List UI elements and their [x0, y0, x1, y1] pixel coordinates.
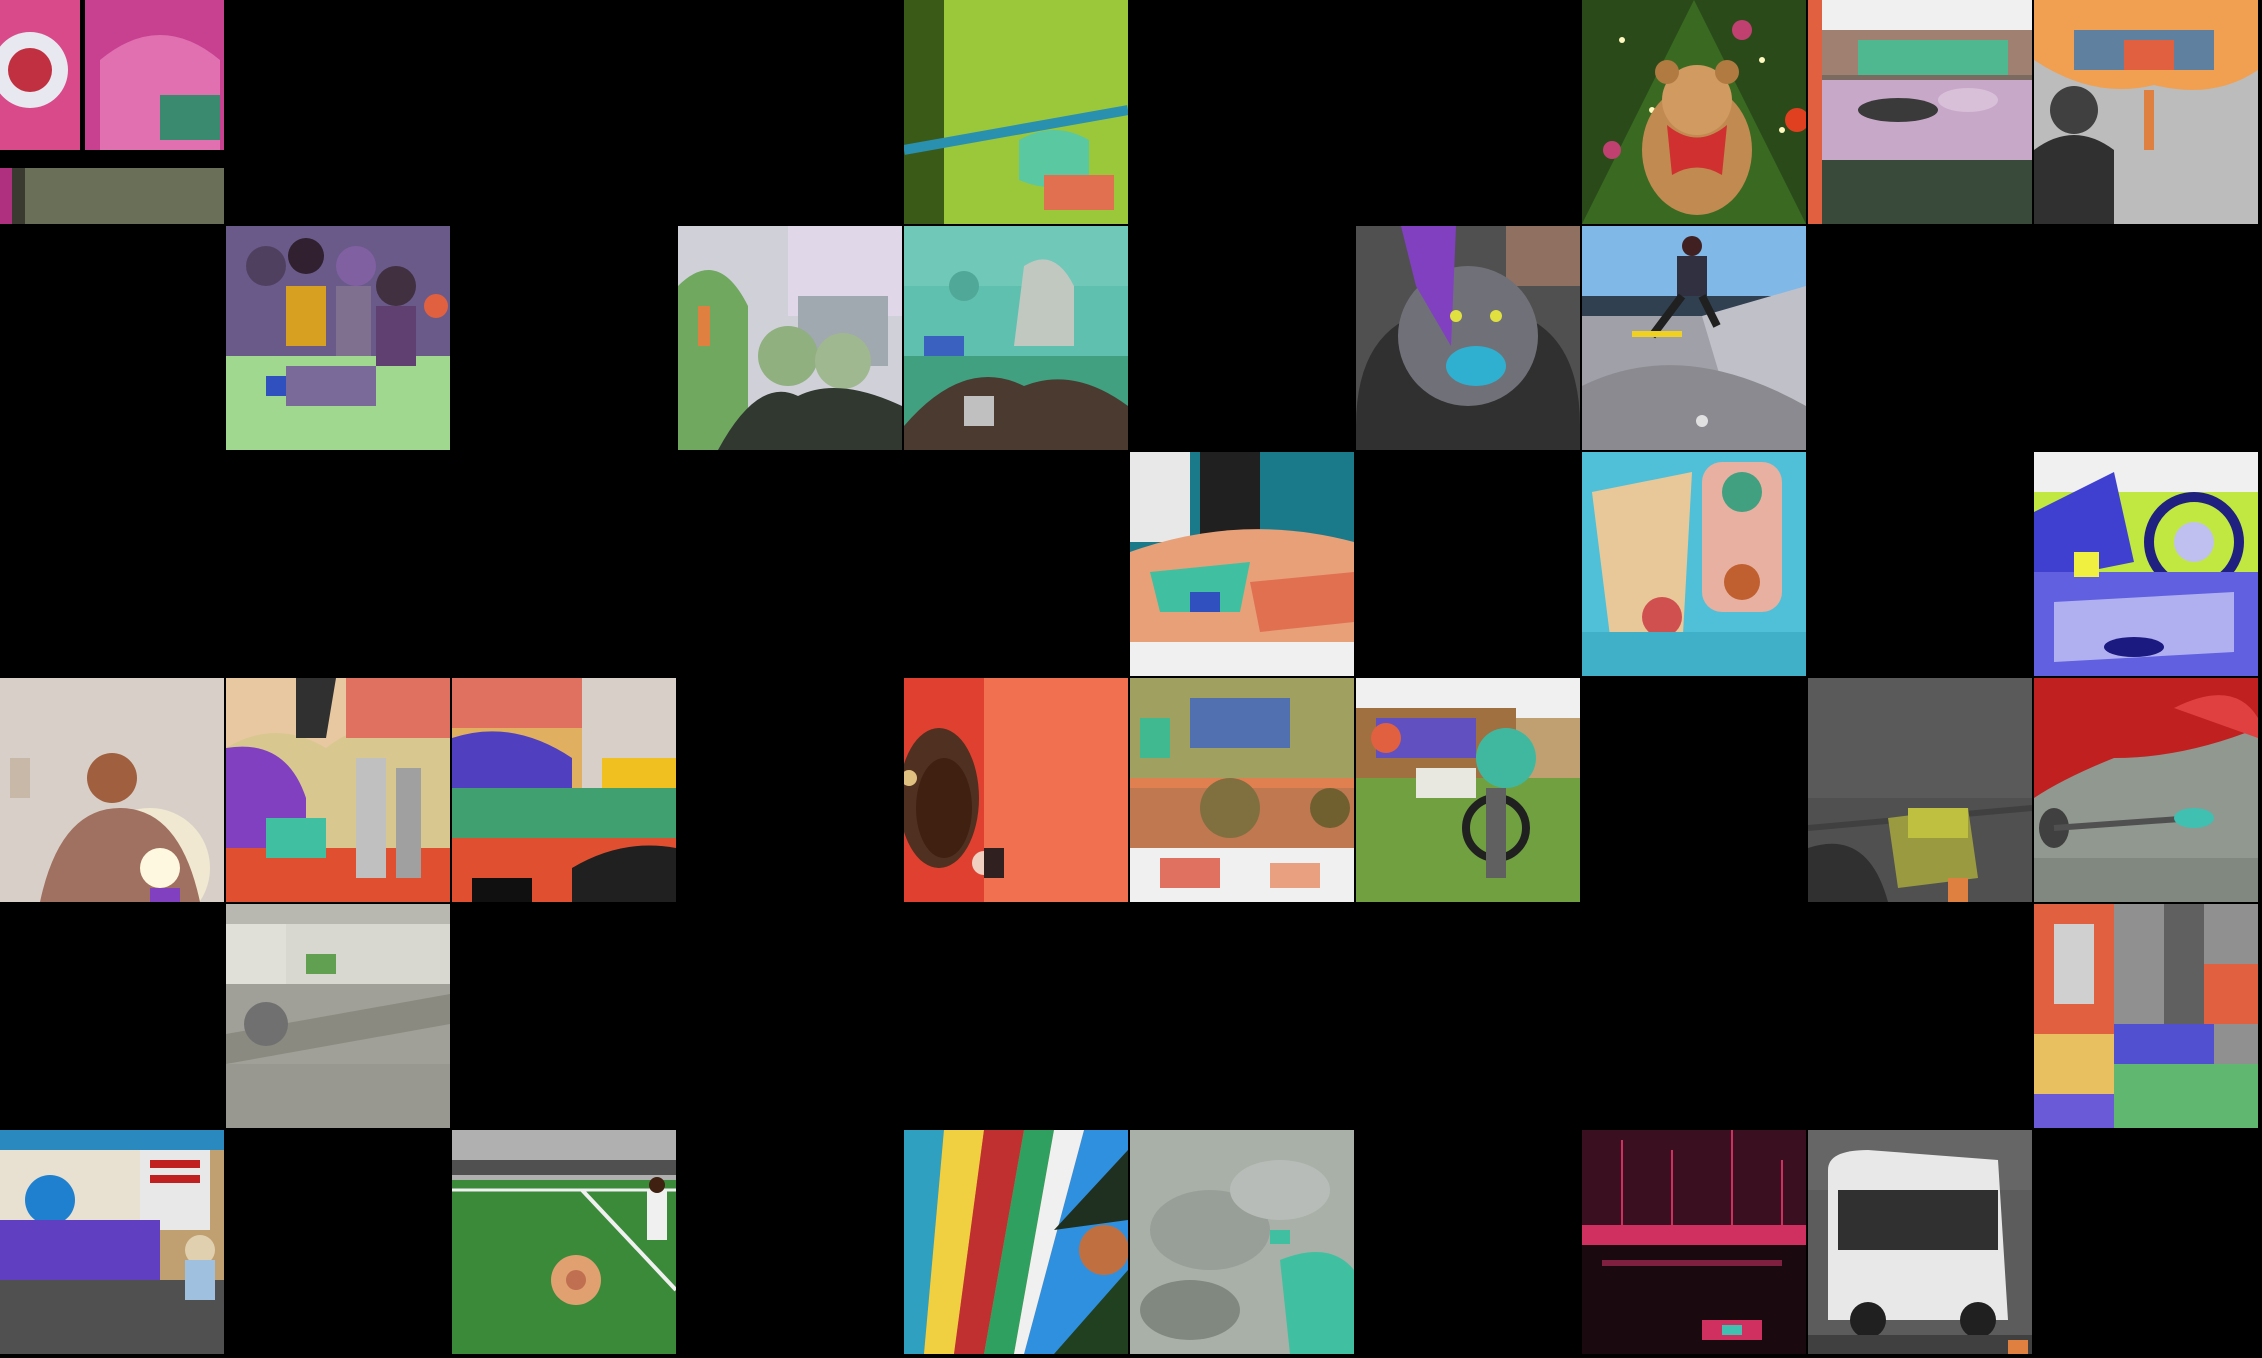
- tile-r2c7: [1582, 452, 1806, 676]
- tile-empty: [904, 904, 1128, 1128]
- tile-empty: [678, 678, 902, 902]
- tile-r3c4: [904, 678, 1128, 902]
- tile-r1c4: [904, 226, 1128, 450]
- tile-r2c9: [2034, 452, 2258, 676]
- tile-empty: [452, 0, 676, 224]
- tile-r1c3: [678, 226, 902, 450]
- tile-empty: [904, 452, 1128, 676]
- tile-r1c7: [1582, 226, 1806, 450]
- tile-empty: [2034, 226, 2258, 450]
- tile-r5c2: [452, 1130, 676, 1354]
- tile-empty: [678, 0, 902, 224]
- tile-empty: [226, 0, 450, 224]
- tile-empty: [1808, 904, 2032, 1128]
- tile-empty: [1808, 226, 2032, 450]
- tile-r1c1: [226, 226, 450, 450]
- tile-r0c9: [2034, 0, 2258, 224]
- tile-empty: [1356, 904, 1580, 1128]
- tile-empty: [678, 452, 902, 676]
- tile-empty: [452, 226, 676, 450]
- tile-empty: [452, 452, 676, 676]
- tile-r3c6: [1356, 678, 1580, 902]
- tile-empty: [0, 226, 224, 450]
- tile-empty: [226, 452, 450, 676]
- tile-r5c0: [0, 1130, 224, 1354]
- tile-r4c9: [2034, 904, 2258, 1128]
- tile-empty: [678, 1130, 902, 1354]
- tile-empty: [1130, 904, 1354, 1128]
- tile-r3c5: [1130, 678, 1354, 902]
- tile-empty: [1582, 678, 1806, 902]
- tile-r0c4: [904, 0, 1128, 224]
- tile-empty: [1356, 452, 1580, 676]
- tile-r1c6: [1356, 226, 1580, 450]
- tile-r0c8: [1808, 0, 2032, 224]
- tile-r4c1: [226, 904, 450, 1128]
- tile-empty: [1130, 226, 1354, 450]
- tile-r3c2: [452, 678, 676, 902]
- tile-empty: [452, 904, 676, 1128]
- tile-empty: [0, 904, 224, 1128]
- tile-r3c1: [226, 678, 450, 902]
- tile-r5c7: [1582, 1130, 1806, 1354]
- tile-r3c8: [1808, 678, 2032, 902]
- tile-r2c5: [1130, 452, 1354, 676]
- tile-r0c7: [1582, 0, 1806, 224]
- tile-empty: [1582, 904, 1806, 1128]
- tile-r5c4: [904, 1130, 1128, 1354]
- tile-r5c8: [1808, 1130, 2032, 1354]
- tile-empty: [226, 1130, 450, 1354]
- tile-empty: [1808, 452, 2032, 676]
- tile-empty: [2034, 1130, 2258, 1354]
- tile-empty: [678, 904, 902, 1128]
- tile-r0c0: [0, 0, 224, 224]
- tile-empty: [1356, 1130, 1580, 1354]
- tile-empty: [0, 452, 224, 676]
- tile-empty: [1356, 0, 1580, 224]
- tile-empty: [1130, 0, 1354, 224]
- tile-r3c0: [0, 678, 224, 902]
- tile-r3c9: [2034, 678, 2258, 902]
- tile-r5c5: [1130, 1130, 1354, 1354]
